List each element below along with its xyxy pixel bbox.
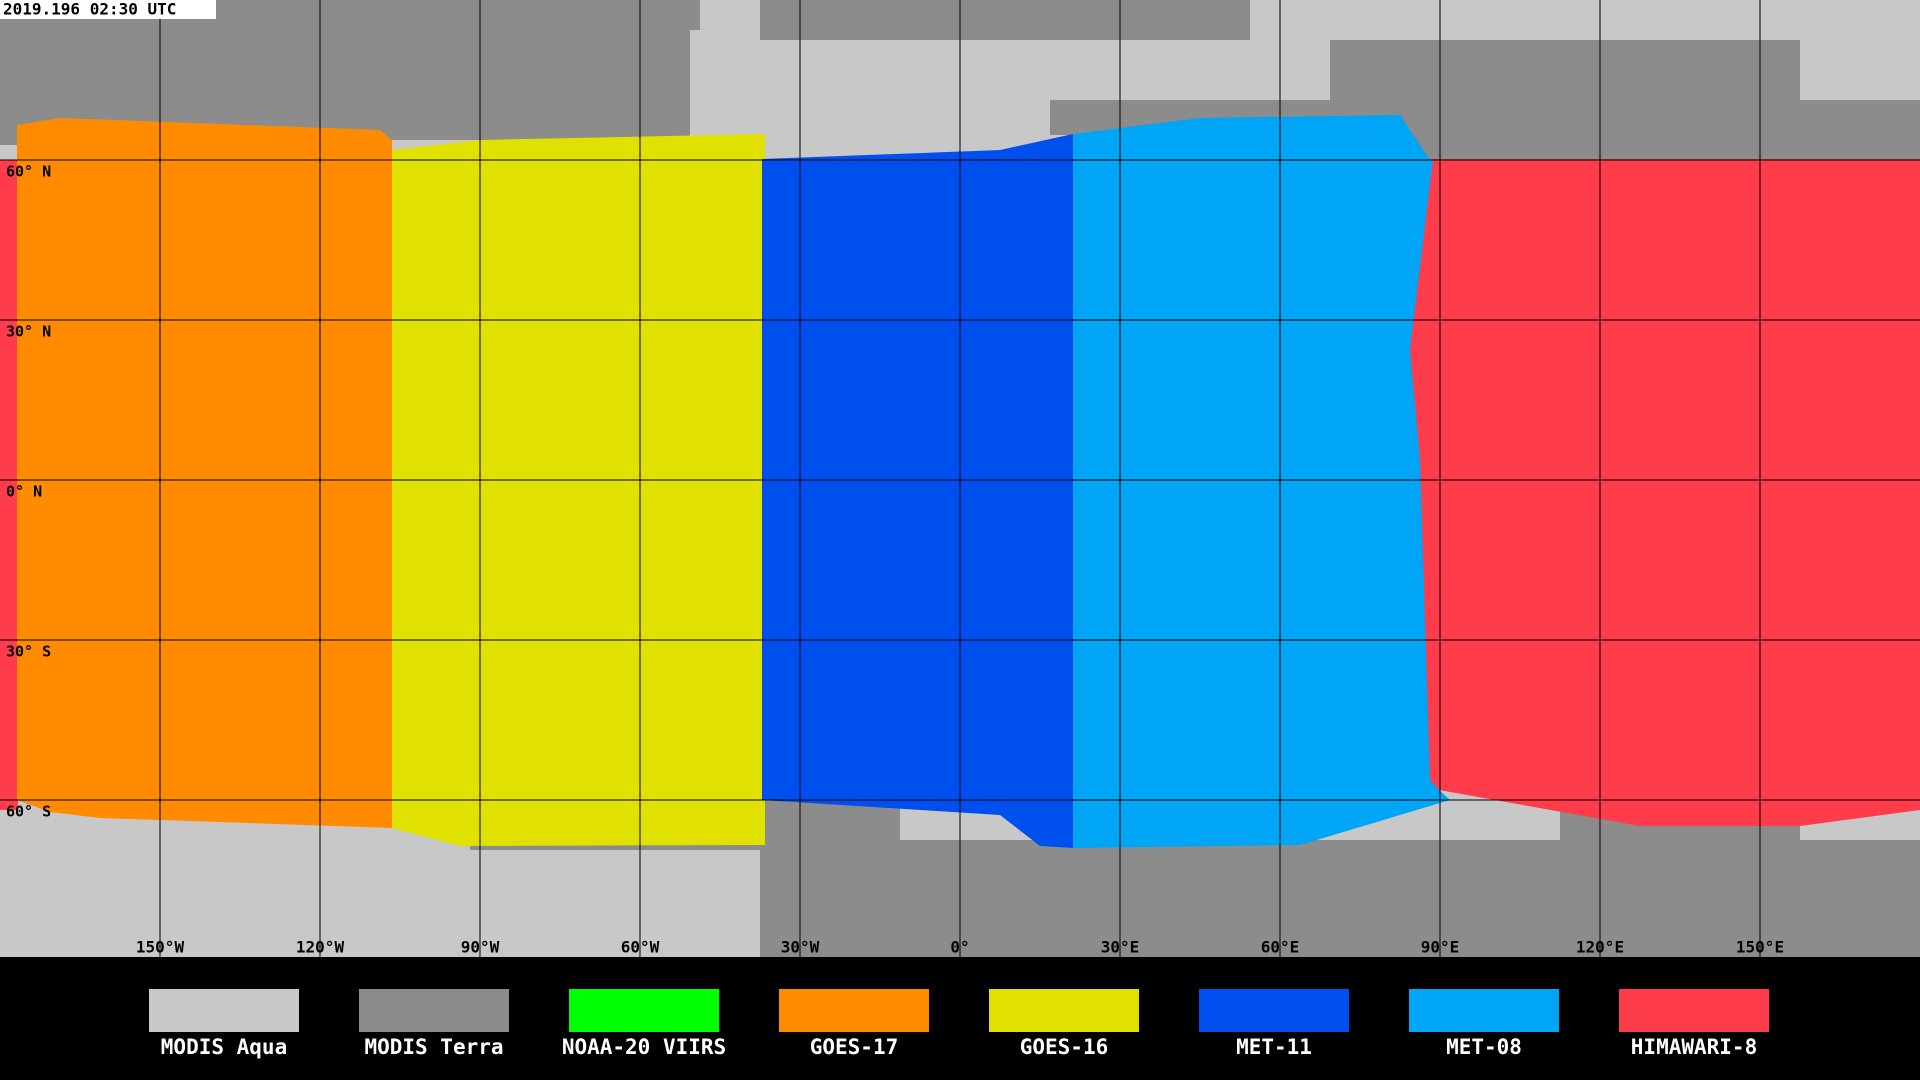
legend-swatch (1409, 989, 1559, 1032)
graticule (0, 0, 1920, 957)
legend-label: MODIS Aqua (161, 1035, 287, 1059)
legend-label: HIMAWARI-8 (1631, 1035, 1757, 1059)
longitude-label: 150°W (136, 938, 185, 957)
legend-label: MET-11 (1236, 1035, 1312, 1059)
longitude-label: 30°W (781, 938, 820, 957)
latitude-label: 60° N (6, 163, 51, 181)
latitude-label: 30° N (6, 323, 51, 341)
longitude-label: 90°E (1421, 938, 1460, 957)
legend-swatch (1619, 989, 1769, 1032)
legend-label: GOES-16 (1020, 1035, 1109, 1059)
modis-terra-area (400, 0, 700, 30)
coverage-region (762, 134, 1073, 848)
timestamp: 2019.196 02:30 UTC (3, 0, 176, 19)
longitude-label: 120°E (1576, 938, 1624, 957)
longitude-label: 60°E (1261, 938, 1300, 957)
legend-swatch (779, 989, 929, 1032)
timestamp-box (0, 0, 216, 19)
legend-swatch (569, 989, 719, 1032)
legend-swatch (989, 989, 1139, 1032)
legend-label: MODIS Terra (364, 1035, 503, 1059)
latitude-label: 30° S (6, 643, 51, 661)
legend-label: MET-08 (1446, 1035, 1522, 1059)
longitude-label: 0° (950, 938, 969, 957)
latitude-label: 0° N (6, 483, 42, 501)
legend: MODIS Aqua MODIS Terra NOAA-20 VIIRS GOES-1… (149, 989, 1769, 1059)
legend-swatch (359, 989, 509, 1032)
legend-swatch (1199, 989, 1349, 1032)
coverage-region (0, 160, 18, 810)
longitude-label: 90°W (461, 938, 500, 957)
longitude-label: 30°E (1101, 938, 1140, 957)
map-labels: 60° N 30° N 0° N 30° S 60° S 150°W 120°W 90°W 60… (6, 163, 1784, 957)
legend-label: NOAA-20 VIIRS (562, 1035, 726, 1059)
legend-label: GOES-17 (810, 1035, 899, 1059)
longitude-label: 150°E (1736, 938, 1784, 957)
coverage-region (392, 134, 765, 846)
coverage-region (1410, 159, 1920, 826)
coverage-region (17, 118, 392, 828)
latitude-label: 60° S (6, 803, 51, 821)
modis-terra-area (760, 0, 1250, 40)
longitude-label: 60°W (621, 938, 660, 957)
legend-swatch (149, 989, 299, 1032)
longitude-label: 120°W (296, 938, 345, 957)
coverage-region (1073, 115, 1450, 848)
